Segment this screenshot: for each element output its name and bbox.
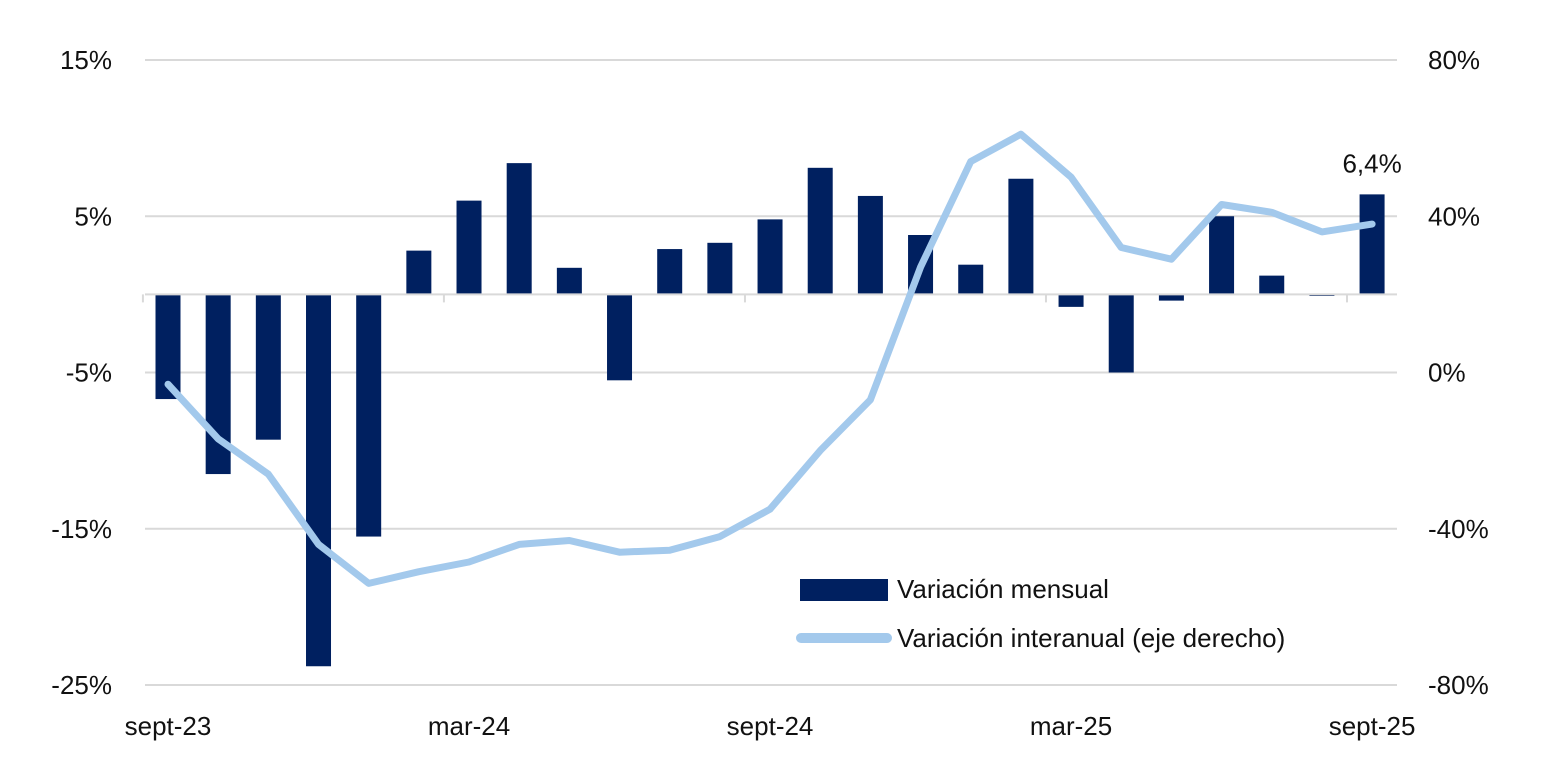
line-point-jun-25 (1221, 204, 1223, 206)
x-tick-label-2: sept-24 (727, 711, 814, 741)
bar-sept-24 (757, 219, 783, 295)
y-right-tick-0: 80% (1428, 45, 1480, 75)
line-point-jul-25 (1271, 211, 1273, 213)
bar-jun-25 (1209, 216, 1235, 295)
line-point-jun-24 (619, 551, 621, 553)
bar-dic-23 (306, 294, 332, 667)
line-point-feb-25 (1020, 133, 1022, 135)
y-right-tick-1: 40% (1428, 201, 1480, 231)
bar-abr-25 (1108, 294, 1134, 373)
bar-may-24 (556, 267, 582, 295)
line-point-sept-25 (1371, 223, 1373, 225)
line-point-may-25 (1170, 258, 1172, 260)
bar-mar-24 (456, 200, 482, 295)
line-point-ago-25 (1321, 231, 1323, 233)
bar-series (155, 163, 1385, 667)
gridlines (145, 59, 1397, 686)
line-point-nov-23 (267, 473, 269, 475)
line-point-dic-23 (318, 543, 320, 545)
bar-ago-24 (707, 242, 733, 295)
y-left-tick-4: -25% (51, 670, 112, 700)
y-right-tick-4: -80% (1428, 670, 1489, 700)
y-right-tick-2: 0% (1428, 358, 1466, 388)
legend-swatch-bar (800, 579, 888, 601)
bar-jul-24 (657, 249, 683, 295)
line-point-abr-25 (1120, 247, 1122, 248)
legend-label-mensual: Variación mensual (897, 574, 1109, 604)
line-point-may-24 (568, 539, 570, 541)
bar-ene-24 (356, 294, 382, 537)
x-tick-label-0: sept-23 (125, 711, 212, 741)
line-point-sept-23 (167, 383, 169, 385)
bar-mar-25 (1058, 294, 1084, 307)
bar-abr-24 (506, 163, 532, 295)
y-left-tick-1: 5% (74, 201, 112, 231)
bar-sept-25 (1359, 194, 1385, 295)
bar-jun-24 (607, 294, 633, 381)
line-interanual (164, 130, 1376, 587)
line-point-abr-24 (518, 543, 520, 545)
x-tick-labels: sept-23 mar-24 sept-24 mar-25 sept-25 (125, 711, 1416, 741)
line-point-mar-25 (1070, 176, 1072, 178)
data-labels: 6,4% (1342, 148, 1401, 178)
x-tick-label-3: mar-25 (1030, 711, 1112, 741)
x-tick-label-1: mar-24 (428, 711, 510, 741)
data-label-0: 6,4% (1342, 148, 1401, 178)
y-right-tick-labels: 80% 40% 0% -40% -80% (1428, 45, 1489, 700)
legend: Variación mensual Variación interanual (… (796, 574, 1285, 653)
bar-oct-24 (807, 167, 833, 295)
x-axis-ticks (141, 294, 1348, 303)
line-point-ago-24 (719, 536, 721, 538)
y-left-tick-3: -15% (51, 514, 112, 544)
line-point-oct-23 (217, 438, 219, 440)
line-point-oct-24 (819, 450, 821, 452)
bar-may-25 (1158, 294, 1184, 301)
y-right-tick-3: -40% (1428, 514, 1489, 544)
line-point-ene-24 (368, 582, 370, 584)
line-point-feb-24 (418, 571, 420, 573)
legend-label-interanual: Variación interanual (eje derecho) (897, 623, 1285, 653)
y-left-tick-0: 15% (60, 45, 112, 75)
bar-ene-25 (958, 264, 984, 295)
line-point-jul-24 (669, 549, 671, 551)
bar-jul-25 (1259, 275, 1285, 295)
line-point-ene-25 (970, 161, 972, 163)
bar-nov-24 (857, 195, 883, 295)
bar-feb-24 (406, 250, 432, 295)
bar-feb-25 (1008, 178, 1034, 295)
line-point-nov-24 (869, 399, 871, 401)
line-series (164, 130, 1376, 587)
line-point-sept-24 (769, 508, 771, 510)
line-point-dic-24 (920, 266, 922, 268)
bar-nov-23 (255, 294, 281, 440)
y-left-tick-labels: 15% 5% -5% -15% -25% (51, 45, 112, 700)
x-tick-label-4: sept-25 (1329, 711, 1416, 741)
line-point-mar-24 (468, 561, 470, 563)
y-left-tick-2: -5% (66, 358, 112, 388)
